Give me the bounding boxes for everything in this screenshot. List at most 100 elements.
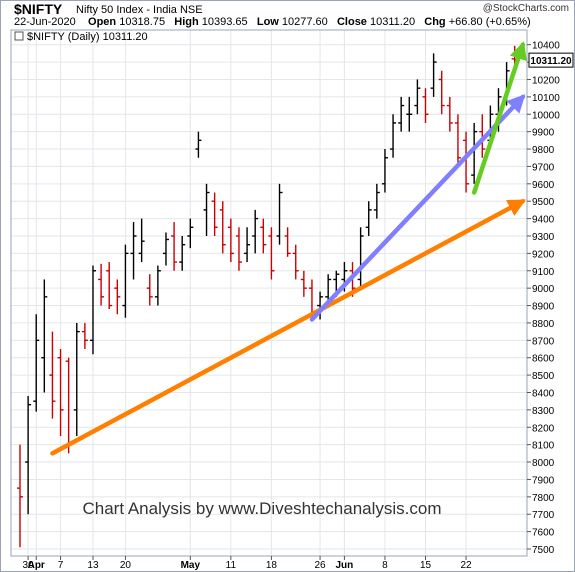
ohlc-bar [268, 227, 275, 280]
plot-area [10, 29, 528, 557]
ohlc-bar [122, 244, 129, 318]
x-tick-label: 13 [87, 560, 99, 571]
x-tick-label: 20 [120, 560, 132, 571]
y-tick-label: 9700 [532, 162, 555, 173]
y-tick-label: 8700 [532, 336, 555, 347]
y-tick-label: 7700 [532, 510, 555, 521]
y-tick-label: 9200 [532, 249, 555, 260]
stockcharts-credit: @StockCharts.com [482, 3, 569, 14]
trendlines [50, 41, 527, 456]
low-label: Low [256, 16, 279, 28]
y-tick-label: 9000 [532, 284, 555, 295]
ohlc-bar [57, 349, 64, 436]
ohlc-bar [81, 322, 88, 350]
ohlc-bar [365, 201, 372, 236]
open-label: Open [88, 16, 117, 28]
y-tick-label: 8300 [532, 406, 555, 417]
x-tick-label: Apr [28, 560, 45, 571]
x-tick-label: 18 [266, 560, 278, 571]
ohlc-bar [454, 114, 461, 167]
x-tick-label: 22 [460, 560, 472, 571]
y-axis: 7500 7600 7700 7800 7900 8000 8100 8200 8300 8400… [527, 41, 560, 556]
y-tick-label: 9600 [532, 180, 555, 191]
trendline-orange [50, 198, 526, 456]
ohlc-bar [446, 96, 453, 132]
open-value: 10318.75 [119, 16, 166, 28]
ohlc-bar [398, 96, 405, 132]
ohlc-bar [390, 114, 397, 158]
index-name: Nifty 50 Index - India NSE [76, 4, 203, 16]
ohlc-bar [373, 183, 380, 219]
y-tick-label: 9900 [532, 128, 555, 139]
ohlc-bar [406, 96, 413, 132]
y-tick-label: 8600 [532, 354, 555, 365]
y-tick-label: 10200 [532, 75, 560, 86]
ohlc-bar [219, 201, 226, 254]
ohlc-bar [25, 395, 32, 515]
y-tick-label: 10100 [532, 93, 560, 104]
ohlc-bar [357, 227, 364, 289]
ohlc-bar [41, 279, 48, 393]
ohlc-bar [114, 279, 121, 315]
y-tick-label: 9100 [532, 267, 555, 278]
ohlc-bar [33, 314, 40, 412]
ohlc-bar [195, 131, 202, 158]
last-price-label: 10311.20 [530, 56, 572, 67]
ohlc-bar [187, 218, 194, 249]
ohlc-bar [430, 53, 437, 97]
ohlc-bar [227, 218, 234, 263]
y-tick-label: 7900 [532, 475, 555, 486]
legend-checkbox-icon[interactable] [14, 31, 24, 41]
low-value: 10277.60 [281, 16, 328, 28]
index-name-text: Nifty 50 Index - India [76, 4, 177, 16]
last-price-box [528, 52, 574, 68]
x-tick-label: 7 [58, 560, 64, 571]
x-tick-label: May [181, 560, 201, 571]
ohlc-bar [211, 192, 218, 236]
ohlc-bar [138, 218, 145, 263]
ohlc-bar [244, 227, 251, 263]
ohlc-bar [284, 227, 291, 257]
ohlc-bar [49, 331, 56, 419]
last-price-marker: 10311.20 [528, 52, 574, 68]
price-bars [17, 45, 518, 548]
y-tick-label: 8000 [532, 458, 555, 469]
y-tick-label: 8200 [532, 423, 555, 434]
ohlc-bar [98, 263, 105, 306]
y-tick-label: 7800 [532, 493, 555, 504]
change-value: +66.80 (+0.65%) [448, 16, 531, 28]
ohlc-bar [479, 114, 486, 158]
ohlc-bar [300, 270, 307, 297]
x-tick-label: 30 [23, 560, 35, 571]
ohlc-bar [89, 265, 96, 355]
legend-label: $NIFTY (Daily) 10311.20 [27, 31, 148, 43]
ohlc-bar [414, 79, 421, 115]
y-tick-label: 8900 [532, 302, 555, 313]
change-label: Chg [424, 16, 446, 28]
high-value: 10393.65 [201, 16, 248, 28]
ohlc-bar [162, 232, 169, 266]
y-tick-label: 7600 [532, 528, 555, 539]
ohlc-bar [65, 357, 72, 454]
y-tick-label: 9500 [532, 197, 555, 208]
ohlc-bar [154, 265, 161, 306]
chart-legend: $NIFTY (Daily) 10311.20 [14, 31, 148, 43]
x-tick-label: 26 [315, 560, 327, 571]
watermark-text: Chart Analysis by www.Diveshtechanalysis… [82, 499, 441, 518]
x-tick-label: 11 [226, 560, 237, 571]
exchange-label: NSE [179, 4, 203, 16]
ticker-symbol: $NIFTY [14, 1, 63, 17]
ohlc-bar [17, 444, 23, 548]
y-tick-label: 9400 [532, 215, 555, 226]
ohlc-bar [73, 322, 80, 436]
ohlc-bar [146, 274, 153, 306]
ohlc-bar [171, 222, 178, 271]
ohlc-bar [471, 122, 478, 184]
y-tick-label: 9800 [532, 145, 555, 156]
y-tick-label: 8100 [532, 441, 555, 452]
ohlc-bar [235, 227, 242, 271]
ohlc-bar [381, 149, 388, 193]
x-tick-label: Jun [336, 560, 354, 571]
